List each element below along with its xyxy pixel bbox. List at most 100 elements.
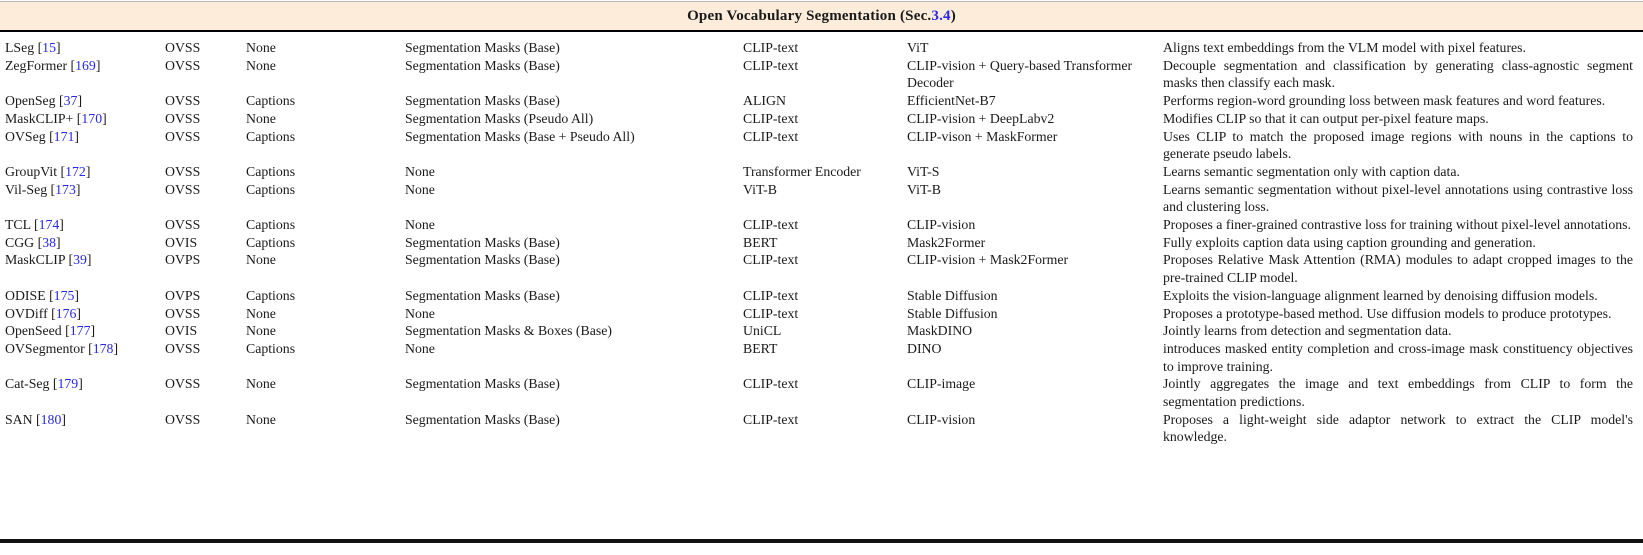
text-encoder-cell: CLIP-text [743, 110, 799, 126]
citation-link[interactable]: 15 [42, 40, 56, 55]
table-row: Vil-Seg [173] OVSS Captions None ViT-B V… [5, 181, 1643, 216]
method-cell: CGG [38] [5, 234, 61, 250]
method-cell: ODISE [175] [5, 287, 79, 303]
text-encoder-cell: CLIP-text [743, 411, 799, 427]
supervision-cell: None [246, 57, 276, 73]
masks-cell: Segmentation Masks (Base) [405, 287, 560, 303]
vision-model-cell: EfficientNet-B7 [907, 93, 996, 109]
description-cell: Proposes a light-weight side adaptor net… [1163, 411, 1633, 445]
supervision-cell: Captions [246, 234, 296, 250]
masks-cell: Segmentation Masks & Boxes (Base) [405, 323, 612, 339]
table-row: MaskCLIP [39] OVPS None Segmentation Mas… [5, 251, 1643, 286]
method-name: LSeg [5, 40, 35, 55]
table-body: LSeg [15] OVSS None Segmentation Masks (… [5, 31, 1643, 446]
masks-cell: Segmentation Masks (Pseudo All) [405, 110, 594, 126]
text-encoder-cell: CLIP-text [743, 128, 799, 144]
method-name: SAN [5, 411, 33, 427]
supervision-cell: None [246, 411, 276, 427]
method-name: OVDiff [5, 305, 48, 321]
supervision-cell: Captions [246, 340, 296, 356]
text-encoder-cell: CLIP-text [743, 252, 799, 268]
supervision-cell: Captions [246, 181, 296, 197]
citation-link[interactable]: 179 [57, 376, 79, 392]
task-cell: OVSS [165, 340, 201, 356]
method-cell: MaskCLIP+ [170] [5, 110, 107, 126]
citation-link[interactable]: 169 [75, 57, 96, 73]
method-name: OVSeg [5, 128, 46, 144]
method-name: ODISE [5, 287, 46, 303]
text-encoder-cell: CLIP-text [743, 40, 799, 55]
supervision-cell: Captions [246, 128, 296, 144]
method-cell: Cat-Seg [179] [5, 376, 83, 392]
task-cell: OVIS [165, 234, 198, 250]
section-number-link[interactable]: 3.4 [931, 7, 951, 24]
description-cell: Jointly aggregates the image and text em… [1163, 376, 1633, 410]
citation-link[interactable]: 37 [63, 93, 78, 109]
task-cell: OVPS [165, 287, 201, 303]
masks-cell: Segmentation Masks (Base) [405, 40, 560, 55]
description-cell: Exploits the vision-language alignment l… [1163, 287, 1598, 303]
citation-link[interactable]: 170 [81, 110, 103, 126]
method-cell: SAN [180] [5, 411, 66, 427]
vision-model-cell: CLIP-image [907, 376, 976, 392]
method-name: OpenSeed [5, 323, 62, 339]
supervision-cell: None [246, 323, 276, 339]
task-cell: OVPS [165, 252, 201, 268]
supervision-cell: Captions [246, 93, 296, 109]
vision-model-cell: Stable Diffusion [907, 287, 998, 303]
citation-link[interactable]: 171 [53, 128, 75, 144]
text-encoder-cell: Transformer Encoder [743, 163, 861, 179]
task-cell: OVIS [165, 323, 198, 339]
table-bottom-rule [0, 539, 1643, 543]
citation-link[interactable]: 180 [40, 411, 62, 427]
table-row: Cat-Seg [179] OVSS None Segmentation Mas… [5, 375, 1643, 410]
supervision-cell: Captions [246, 163, 296, 179]
citation-link[interactable]: 173 [55, 181, 76, 197]
text-encoder-cell: CLIP-text [743, 376, 799, 392]
text-encoder-cell: CLIP-text [743, 217, 799, 233]
description-cell: Learns semantic segmentation without pix… [1163, 181, 1633, 215]
method-name: OpenSeg [5, 93, 56, 109]
table-section-header: Open Vocabulary Segmentation (Sec. 3.4) [0, 1, 1643, 32]
text-encoder-cell: BERT [743, 234, 778, 250]
citation-link[interactable]: 172 [65, 163, 86, 179]
table-row: ZegFormer [169] OVSS None Segmentation M… [5, 57, 1643, 92]
task-cell: OVSS [165, 181, 201, 197]
masks-cell: Segmentation Masks (Base) [405, 376, 560, 392]
table-row: ODISE [175] OVPS Captions Segmentation M… [5, 287, 1643, 305]
description-cell: Learns semantic segmentation only with c… [1163, 163, 1460, 179]
method-cell: OpenSeed [177] [5, 323, 96, 339]
vision-model-cell: CLIP-vision + DeepLabv2 [907, 110, 1055, 126]
description-cell: Modifies CLIP so that it can output per-… [1163, 110, 1489, 126]
method-cell: OVDiff [176] [5, 305, 82, 321]
citation-link[interactable]: 175 [53, 287, 75, 303]
citation-link[interactable]: 174 [38, 217, 60, 233]
vision-model-cell: CLIP-vison + MaskFormer [907, 128, 1058, 144]
text-encoder-cell: CLIP-text [743, 305, 799, 321]
vision-model-cell: CLIP-vision [907, 411, 976, 427]
method-cell: OpenSeg [37] [5, 93, 83, 109]
supervision-cell: None [246, 305, 276, 321]
supervision-cell: Captions [246, 217, 296, 233]
vision-model-cell: DINO [907, 340, 942, 356]
task-cell: OVSS [165, 128, 201, 144]
citation-link[interactable]: 38 [42, 234, 56, 250]
masks-cell: None [405, 163, 435, 179]
table-row: MaskCLIP+ [170] OVSS None Segmentation M… [5, 110, 1643, 128]
task-cell: OVSS [165, 93, 201, 109]
table-row: SAN [180] OVSS None Segmentation Masks (… [5, 411, 1643, 446]
description-cell: Proposes Relative Mask Attention (RMA) m… [1163, 252, 1633, 286]
citation-link[interactable]: 178 [92, 340, 114, 356]
table-row: LSeg [15] OVSS None Segmentation Masks (… [5, 39, 1643, 57]
description-cell: Jointly learns from detection and segmen… [1163, 323, 1452, 339]
description-cell: Aligns text embeddings from the VLM mode… [1163, 40, 1526, 55]
citation-link[interactable]: 177 [69, 323, 91, 339]
task-cell: OVSS [165, 163, 201, 179]
citation-link[interactable]: 176 [55, 305, 77, 321]
citation-link[interactable]: 39 [73, 252, 87, 268]
method-name: Cat-Seg [5, 376, 50, 392]
method-cell: OVSegmentor [178] [5, 340, 119, 356]
method-cell: TCL [174] [5, 217, 64, 233]
section-header-close-paren: ) [950, 7, 956, 24]
text-encoder-cell: UniCL [743, 323, 782, 339]
